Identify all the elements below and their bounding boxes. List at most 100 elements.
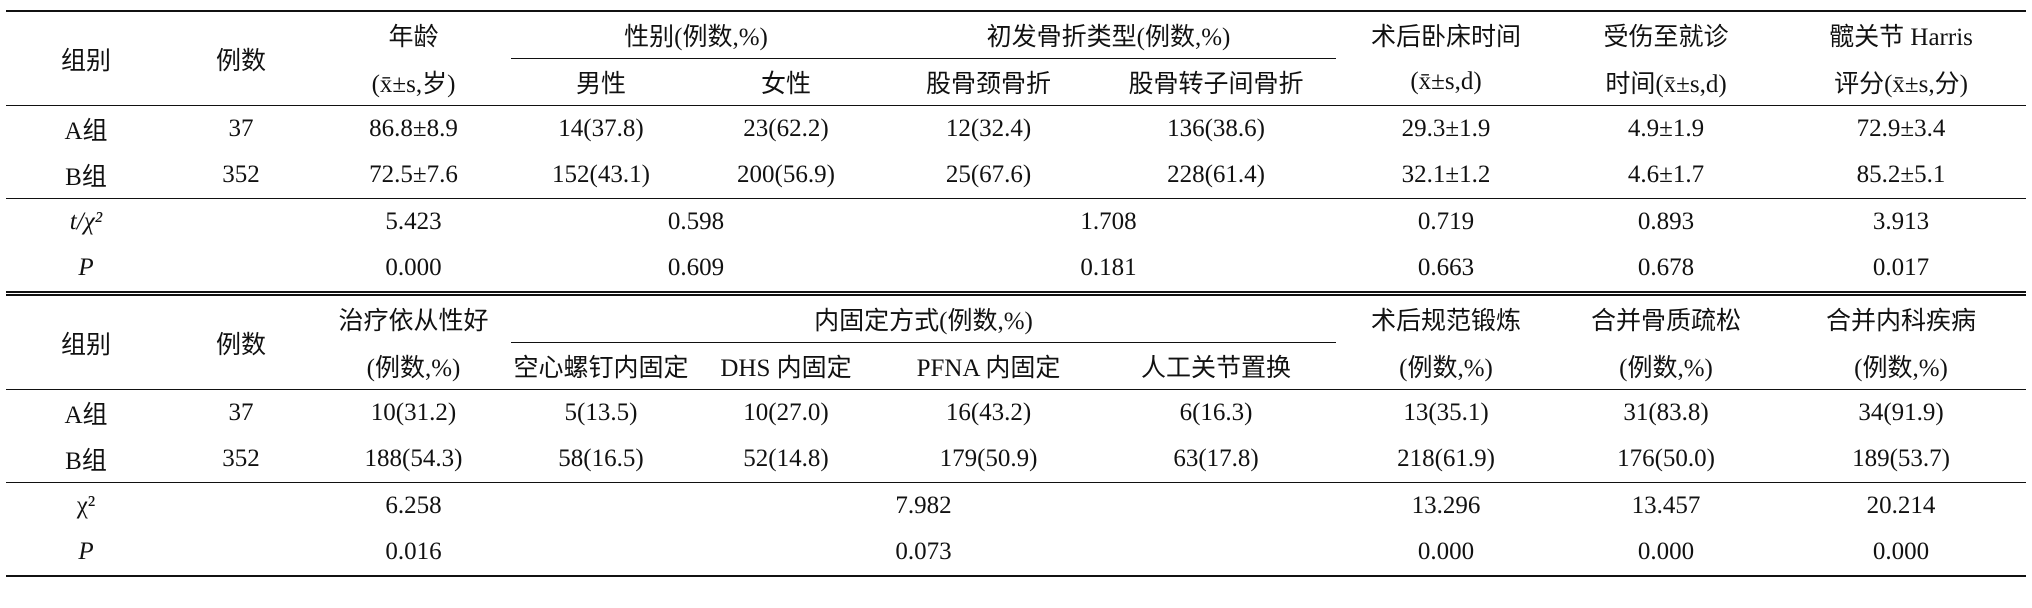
table-cell: 13.457 xyxy=(1556,482,1777,529)
table-cell: 0.719 xyxy=(1336,198,1557,245)
table-cell: B组 xyxy=(65,164,107,191)
table-cell: 37 xyxy=(166,105,316,152)
table-cell: 152(43.1) xyxy=(552,161,650,188)
table-cell: t/χ² xyxy=(6,198,166,245)
table-cell: 32.1±1.2 xyxy=(1401,161,1491,188)
table-cell: 86.8±8.9 xyxy=(316,105,511,152)
table-row: (例数,%) 空心螺钉内固定 DHS 内固定 PFNA 内固定 人工关节置换 (例数,%)… xyxy=(6,343,2026,390)
header-cell: 合并骨质疏松 xyxy=(1556,291,1777,343)
table-cell: 29.3±1.9 xyxy=(1336,105,1557,152)
table-cell: 58(16.5) xyxy=(558,445,644,472)
table-cell: 37 xyxy=(166,389,316,436)
header-cell: 例数 xyxy=(166,291,316,390)
table-cell: 85.2±5.1 xyxy=(1856,161,1946,188)
table-cell: 4.9±1.9 xyxy=(1556,105,1777,152)
table-row: t/χ² 5.423 0.598 1.708 0.719 0.893 3.913 xyxy=(6,198,2027,245)
table-cell: 0.073 xyxy=(511,529,1337,577)
table-row: 组别 例数 治疗依从性好 内固定方式(例数,%) 术后规范锻炼 合并骨质疏松 合并内科疾病 xyxy=(6,291,2027,390)
header-cell: DHS 内固定 xyxy=(720,355,852,382)
table-cell: 0.000 xyxy=(1336,529,1557,577)
header-cell: 髋关节 Harris xyxy=(1776,10,2027,59)
table-cell: 12(32.4) xyxy=(881,105,1097,152)
header-cell: (x̄±s,d) xyxy=(1410,67,1482,95)
table-cell: 13.296 xyxy=(1336,482,1557,529)
table-cell: 10(27.0) xyxy=(691,389,882,436)
header-cell: 空心螺钉内固定 xyxy=(513,355,689,382)
header-cell: 合并内科疾病 xyxy=(1776,291,2027,343)
table-cell: 63(17.8) xyxy=(1173,445,1259,472)
table-cell: A组 xyxy=(6,389,166,436)
table-cell: 72.9±3.4 xyxy=(1776,105,2027,152)
header-cell: PFNA 内固定 xyxy=(916,355,1061,382)
table-cell: 179(50.9) xyxy=(939,445,1038,472)
table-cell: 136(38.6) xyxy=(1096,105,1337,152)
table-row: P 0.000 0.609 0.181 0.663 0.678 0.017 xyxy=(6,245,2026,294)
table-cell: 0.017 xyxy=(1872,254,1930,281)
table-row: (x̄±s,岁) 男性 女性 股骨颈骨折 股骨转子间骨折 (x̄±s,d) 时间(x̄±s,… xyxy=(6,59,2026,106)
table-cell: 176(50.0) xyxy=(1617,445,1715,472)
empty-cell xyxy=(166,198,316,245)
table-cell: 1.708 xyxy=(881,198,1337,245)
table-row: B组 352 72.5±7.6 152(43.1) 200(56.9) 25(67.6) 2… xyxy=(6,152,2026,199)
table-row: P 0.016 0.073 0.000 0.000 0.000 xyxy=(6,529,2027,577)
table-cell: 352 xyxy=(222,445,260,472)
table-cell: 0.000 xyxy=(385,254,442,281)
table-cell: 218(61.9) xyxy=(1397,445,1495,472)
table-cell: 20.214 xyxy=(1776,482,2027,529)
table-row: A组 37 10(31.2) 5(13.5) 10(27.0) 16(43.2) 6(16.… xyxy=(6,389,2027,436)
table-cell: 188(54.3) xyxy=(364,445,463,472)
table-cell: χ² xyxy=(6,482,166,529)
header-cell: 组别 xyxy=(6,10,166,106)
table-cell: 0.609 xyxy=(667,254,725,281)
table-cell: A组 xyxy=(6,105,166,152)
header-cell: 受伤至就诊 xyxy=(1556,10,1777,59)
header-cell: 性别(例数,%) xyxy=(511,10,882,59)
table-cell: 189(53.7) xyxy=(1852,445,1950,472)
table-cell: 5.423 xyxy=(316,198,511,245)
header-cell: (例数,%) xyxy=(1399,354,1493,382)
table-cell: 6.258 xyxy=(316,482,511,529)
table-cell: 4.6±1.7 xyxy=(1627,161,1705,188)
empty-cell xyxy=(166,245,316,294)
table-row: A组 37 86.8±8.9 14(37.8) 23(62.2) 12(32.4) 136(… xyxy=(6,105,2027,152)
table-cell: 23(62.2) xyxy=(691,105,882,152)
table-row: B组 352 188(54.3) 58(16.5) 52(14.8) 179(50.9) 6… xyxy=(6,436,2026,483)
header-cell: 人工关节置换 xyxy=(1141,355,1292,382)
header-cell: (x̄±s,岁) xyxy=(371,70,456,98)
table-cell: 0.893 xyxy=(1556,198,1777,245)
table-cell: 34(91.9) xyxy=(1776,389,2027,436)
header-cell: 女性 xyxy=(761,71,812,98)
table-row: 组别 例数 年龄 性别(例数,%) 初发骨折类型(例数,%) 术后卧床时间 受伤至就诊 髋关节… xyxy=(6,10,2027,106)
table-cell: 10(31.2) xyxy=(316,389,511,436)
header-cell: 内固定方式(例数,%) xyxy=(511,291,1337,343)
header-cell: 术后规范锻炼 xyxy=(1336,291,1557,343)
table-cell: 5(13.5) xyxy=(511,389,691,436)
header-cell: 年龄 xyxy=(316,10,511,59)
header-cell: 组别 xyxy=(6,291,166,390)
table-cell: 228(61.4) xyxy=(1167,161,1265,188)
table-cell: 0.181 xyxy=(1080,254,1137,281)
data-table: 组别 例数 年龄 性别(例数,%) 初发骨折类型(例数,%) 术后卧床时间 受伤至就诊 髋关节… xyxy=(6,10,2027,577)
table-cell: 3.913 xyxy=(1776,198,2027,245)
table-cell: 7.982 xyxy=(511,482,1337,529)
table-row: χ² 6.258 7.982 13.296 13.457 20.214 xyxy=(6,482,2027,529)
empty-cell xyxy=(166,482,316,529)
header-cell: 术后卧床时间 xyxy=(1336,10,1557,59)
table-cell: 0.000 xyxy=(1556,529,1777,577)
header-cell: 股骨转子间骨折 xyxy=(1128,71,1304,98)
header-cell: (例数,%) xyxy=(1619,354,1713,382)
header-cell: 男性 xyxy=(575,71,626,98)
table-cell: P xyxy=(78,254,94,281)
empty-cell xyxy=(166,529,316,577)
table-cell: 0.598 xyxy=(511,198,882,245)
header-cell: 股骨颈骨折 xyxy=(926,71,1052,98)
header-cell: 时间(x̄±s,d) xyxy=(1605,70,1727,98)
table-cell: 14(37.8) xyxy=(511,105,691,152)
table-cell: 0.663 xyxy=(1417,254,1475,281)
table-cell: 31(83.8) xyxy=(1556,389,1777,436)
table-cell: P xyxy=(6,529,166,577)
table-cell: 0.000 xyxy=(1776,529,2027,577)
table-cell: B组 xyxy=(65,448,107,475)
table-cell: 52(14.8) xyxy=(743,445,829,472)
